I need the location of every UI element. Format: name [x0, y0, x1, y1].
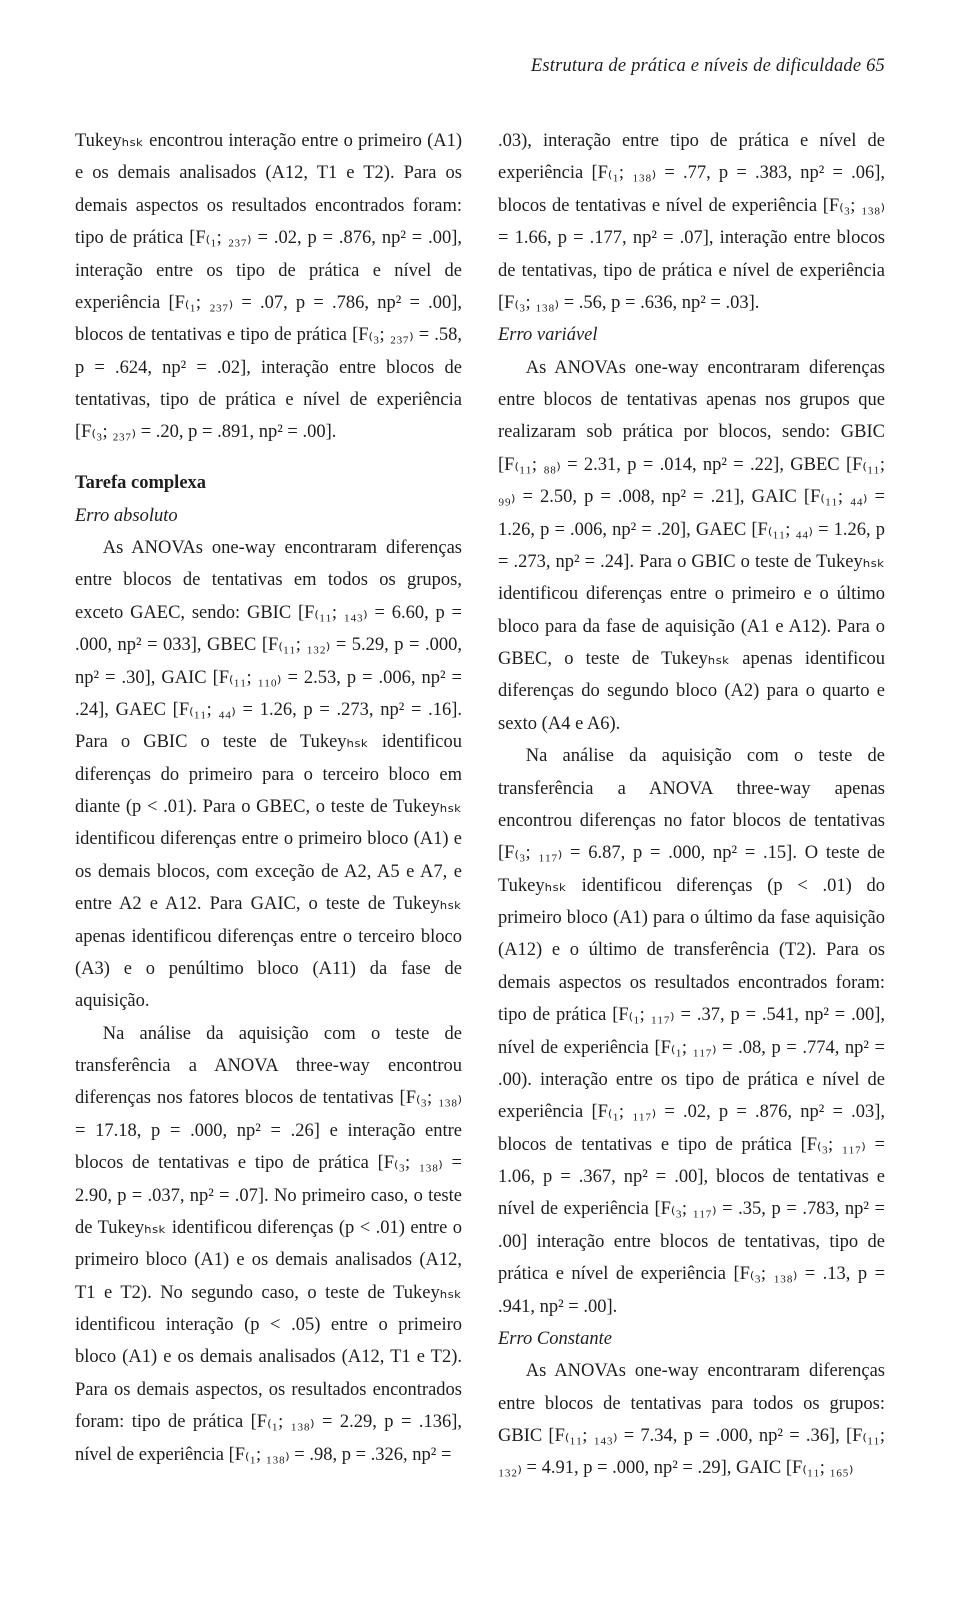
col2-para-2: As ANOVAs one-way encontraram diferenças…: [498, 352, 885, 741]
col2-para-4: As ANOVAs one-way encontraram diferenças…: [498, 1355, 885, 1485]
col2-para-3: Na análise da aquisição com o teste de t…: [498, 740, 885, 1323]
subheading-erro-absoluto: Erro absoluto: [75, 500, 462, 532]
subheading-erro-variavel: Erro variável: [498, 319, 885, 351]
heading-tarefa-complexa: Tarefa complexa: [75, 467, 462, 499]
col2-para-1: .03), interação entre tipo de prática e …: [498, 125, 885, 319]
text-columns: Tukeyₕₛₖ encontrou interação entre o pri…: [75, 125, 885, 1485]
col1-para-1: Tukeyₕₛₖ encontrou interação entre o pri…: [75, 125, 462, 449]
col1-para-2: As ANOVAs one-way encontraram diferenças…: [75, 532, 462, 1018]
col1-para-3: Na análise da aquisição com o teste de t…: [75, 1018, 462, 1471]
running-head: Estrutura de prática e níveis de dificul…: [75, 56, 885, 77]
subheading-erro-constante: Erro Constante: [498, 1323, 885, 1355]
page: Estrutura de prática e níveis de dificul…: [0, 0, 960, 1606]
